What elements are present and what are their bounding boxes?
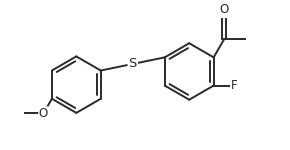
Text: S: S: [128, 57, 137, 70]
Text: O: O: [219, 3, 229, 16]
Text: O: O: [39, 107, 48, 120]
Text: F: F: [231, 79, 237, 92]
